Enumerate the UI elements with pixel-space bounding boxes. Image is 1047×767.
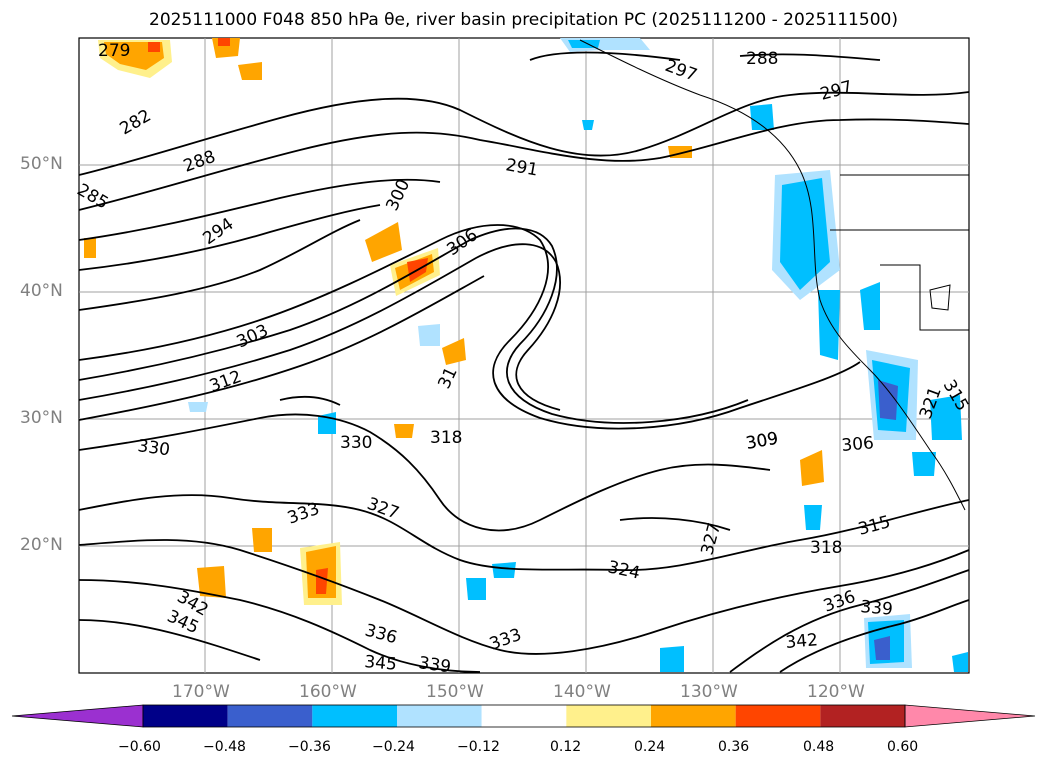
- contour-label: 318: [430, 428, 462, 448]
- colorbar-segment: [143, 705, 228, 727]
- colorbar-tick-label: −0.60: [118, 739, 161, 755]
- precipitation-shading: [84, 38, 968, 672]
- colorbar-segment: [566, 705, 651, 727]
- lon-label: 160°W: [299, 682, 357, 702]
- colorbar-segment: [651, 705, 736, 727]
- colorbar-tick-label: −0.36: [288, 739, 331, 755]
- colorbar-tick-label: 0.24: [634, 739, 666, 755]
- colorbar-tick-label: 0.60: [887, 739, 919, 755]
- lon-label: 170°W: [172, 682, 230, 702]
- contour-label: 342: [785, 630, 819, 653]
- lat-label: 30°N: [20, 408, 63, 428]
- theta-contours: [78, 51, 970, 673]
- colorbar-tick-label: −0.24: [372, 739, 415, 755]
- contour-label: 339: [417, 653, 452, 677]
- colorbar-extend-low: [11, 704, 144, 728]
- lon-label: 140°W: [553, 682, 611, 702]
- colorbar-segment: [820, 705, 905, 727]
- lat-label: 20°N: [20, 535, 63, 555]
- lon-label: 120°W: [807, 682, 865, 702]
- contour-label: 279: [98, 41, 130, 61]
- coastlines: [579, 39, 969, 511]
- contour-label: 339: [860, 597, 894, 620]
- colorbar-segment: [481, 705, 567, 727]
- colorbar-tick-label: 0.48: [803, 739, 835, 755]
- colorbar-segment: [735, 705, 821, 727]
- contour-label: 330: [136, 436, 171, 460]
- colorbar-segment: [397, 705, 482, 727]
- contour-label: 330: [340, 433, 372, 453]
- colorbar-tick-label: −0.48: [203, 739, 246, 755]
- colorbar-extend-high: [904, 704, 1036, 728]
- lon-label: 130°W: [680, 682, 738, 702]
- colorbar-tick-label: 0.36: [718, 739, 750, 755]
- lat-label: 50°N: [20, 154, 63, 174]
- contour-label: 306: [841, 433, 875, 456]
- colorbar-segment: [227, 705, 313, 727]
- contour-label: 318: [810, 538, 842, 558]
- colorbar-tick-label: 0.12: [550, 739, 582, 755]
- lon-label: 150°W: [426, 682, 484, 702]
- contour-label: 288: [746, 49, 778, 69]
- colorbar: [11, 704, 1036, 728]
- colorbar-segments: [11, 704, 1036, 728]
- lat-label: 40°N: [20, 281, 63, 301]
- colorbar-frame: [142, 704, 906, 728]
- contour-label: 345: [364, 652, 398, 675]
- colorbar-tick-label: −0.12: [457, 739, 500, 755]
- map-title: 2025111000 F048 850 hPa θe, river basin …: [149, 10, 898, 30]
- colorbar-segment: [312, 705, 397, 727]
